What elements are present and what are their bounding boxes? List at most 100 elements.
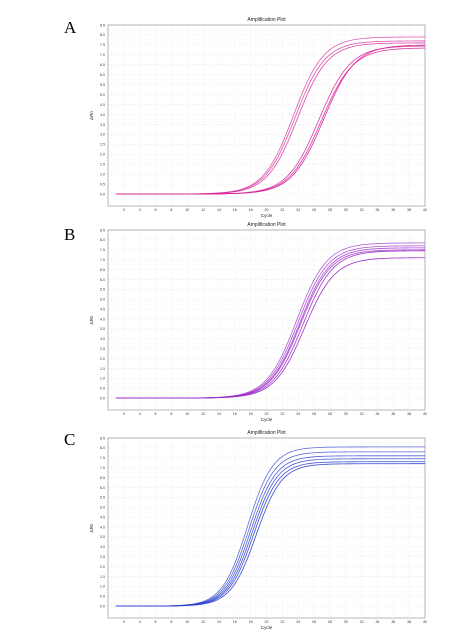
- y-axis-label: ΔRn: [89, 315, 94, 324]
- y-tick-label: 4.5: [100, 103, 105, 107]
- y-tick-label: 5.5: [100, 83, 105, 87]
- y-tick-label: 6.0: [100, 278, 105, 282]
- y-tick-label: 4.0: [100, 525, 105, 529]
- x-tick-label: 8: [170, 620, 172, 624]
- x-tick-label: 16: [233, 208, 237, 212]
- x-tick-label: 28: [328, 412, 332, 416]
- chart-title: Amplification Plot: [247, 430, 286, 436]
- x-tick-label: 36: [391, 620, 395, 624]
- series-line: [115, 451, 425, 607]
- series-line: [115, 40, 425, 195]
- y-tick-label: 3.0: [100, 133, 105, 137]
- series-line: [115, 455, 425, 607]
- x-tick-label: 8: [170, 208, 172, 212]
- series-line: [115, 446, 425, 607]
- panel-letter: B: [64, 225, 75, 244]
- x-tick-label: 20: [265, 412, 269, 416]
- x-tick-label: 2: [123, 620, 125, 624]
- series-line: [115, 249, 425, 399]
- y-tick-label: 8.0: [100, 238, 105, 242]
- x-tick-label: 28: [328, 208, 332, 212]
- x-tick-label: 40: [423, 412, 427, 416]
- x-tick-label: 16: [233, 620, 237, 624]
- y-tick-label: 2.5: [100, 143, 105, 147]
- chart-title: Amplification Plot: [247, 17, 286, 23]
- x-tick-label: 12: [201, 412, 205, 416]
- x-tick-label: 32: [360, 208, 364, 212]
- series-line: [115, 461, 425, 607]
- x-tick-label: 36: [391, 412, 395, 416]
- y-tick-label: 3.0: [100, 337, 105, 341]
- y-tick-label: 8.0: [100, 446, 105, 450]
- grid-lines: [108, 437, 426, 618]
- series-line: [115, 44, 426, 195]
- x-tick-label: 32: [360, 620, 364, 624]
- y-tick-label: 2.0: [100, 153, 105, 157]
- panel-letter: C: [64, 430, 75, 449]
- x-tick-label: 18: [249, 208, 253, 212]
- x-tick-label: 22: [280, 620, 284, 624]
- y-tick-label: 7.0: [100, 258, 105, 262]
- y-axis-label: ΔRn: [89, 523, 94, 532]
- x-tick-label: 38: [407, 620, 411, 624]
- series-line: [115, 463, 425, 607]
- series-group: [115, 242, 426, 399]
- y-tick-label: 1.5: [100, 163, 105, 167]
- x-tick-label: 30: [344, 412, 348, 416]
- y-tick-label: 8.0: [100, 33, 105, 37]
- x-tick-label: 34: [375, 208, 379, 212]
- y-tick-label: 4.0: [100, 317, 105, 321]
- x-axis-label: Cycle: [261, 213, 273, 218]
- x-tick-label: 10: [185, 412, 189, 416]
- y-tick-label: 2.0: [100, 565, 105, 569]
- y-tick-label: 1.0: [100, 377, 105, 381]
- x-tick-label: 4: [139, 208, 141, 212]
- x-tick-label: 30: [344, 208, 348, 212]
- series-line: [115, 242, 425, 399]
- plot-frame: [107, 229, 426, 411]
- x-tick-label: 12: [201, 620, 205, 624]
- y-tick-label: 5.0: [100, 506, 105, 510]
- x-tick-label: 34: [375, 620, 379, 624]
- y-tick-label: 5.0: [100, 298, 105, 302]
- x-tick-label: 14: [217, 412, 221, 416]
- x-tick-label: 10: [185, 208, 189, 212]
- panel-letter: A: [64, 18, 77, 37]
- x-axis-label: Cycle: [261, 625, 273, 630]
- y-axis-label: ΔRn: [89, 111, 94, 120]
- y-tick-label: 4.5: [100, 515, 105, 519]
- y-tick-label: 6.5: [100, 476, 105, 480]
- y-tick-label: 0.5: [100, 182, 105, 186]
- y-tick-label: 0.5: [100, 595, 105, 599]
- y-tick-label: 5.5: [100, 288, 105, 292]
- y-tick-label: 6.5: [100, 268, 105, 272]
- y-tick-label: 4.0: [100, 113, 105, 117]
- x-tick-label: 24: [296, 208, 300, 212]
- x-tick-label: 2: [123, 208, 125, 212]
- y-tick-label: 0.0: [100, 192, 105, 196]
- x-tick-label: 26: [312, 620, 316, 624]
- y-tick-label: 3.5: [100, 327, 105, 331]
- x-tick-label: 4: [139, 412, 141, 416]
- y-tick-label: 2.5: [100, 347, 105, 351]
- x-axis-label: Cycle: [261, 417, 273, 422]
- y-tick-label: 8.5: [100, 23, 105, 27]
- series-line: [115, 36, 425, 195]
- y-tick-label: 1.0: [100, 585, 105, 589]
- y-tick-label: 0.0: [100, 396, 105, 400]
- y-tick-label: 6.0: [100, 73, 105, 77]
- y-tick-label: 2.0: [100, 357, 105, 361]
- y-tick-label: 7.0: [100, 53, 105, 57]
- series-line: [115, 247, 425, 399]
- x-tick-label: 6: [155, 620, 157, 624]
- x-tick-label: 38: [407, 412, 411, 416]
- y-tick-label: 6.0: [100, 486, 105, 490]
- x-tick-label: 22: [280, 412, 284, 416]
- x-tick-label: 24: [296, 620, 300, 624]
- series-line: [115, 257, 426, 399]
- y-tick-label: 3.5: [100, 123, 105, 127]
- grid-lines: [108, 229, 426, 410]
- x-tick-label: 30: [344, 620, 348, 624]
- y-tick-label: 5.0: [100, 93, 105, 97]
